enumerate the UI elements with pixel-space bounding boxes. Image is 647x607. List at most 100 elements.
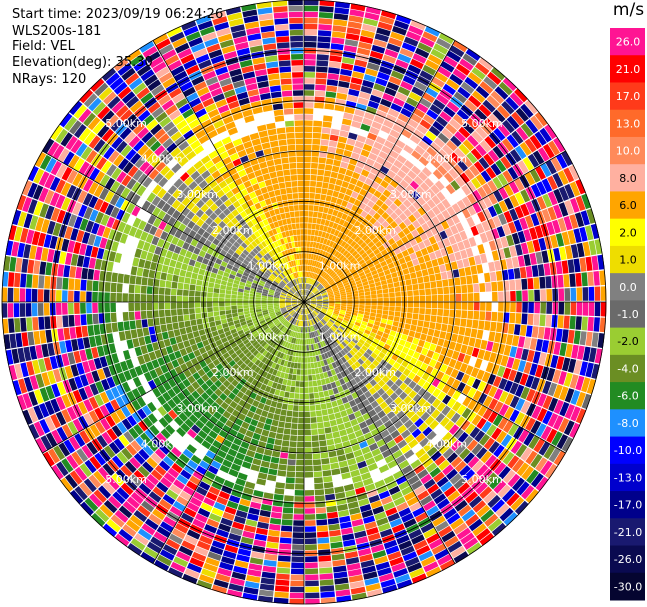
velocity-gate: [347, 263, 353, 270]
velocity-gate: [380, 336, 388, 343]
velocity-gate: [88, 181, 99, 195]
velocity-gate: [425, 302, 432, 309]
velocity-gate: [52, 222, 62, 237]
velocity-gate: [206, 518, 220, 528]
velocity-gate: [59, 341, 67, 354]
velocity-gate: [344, 284, 351, 289]
velocity-gate: [328, 363, 334, 370]
velocity-gate: [534, 225, 544, 239]
velocity-gate: [44, 189, 55, 205]
velocity-gate: [14, 363, 23, 379]
velocity-gate: [190, 319, 197, 326]
velocity-gate: [292, 297, 298, 300]
velocity-gate: [378, 340, 386, 348]
velocity-gate: [293, 294, 299, 298]
velocity-gate: [449, 45, 465, 58]
velocity-gate: [318, 434, 326, 441]
velocity-gate: [406, 284, 413, 291]
velocity-gate: [472, 319, 479, 329]
velocity-gate: [418, 354, 426, 362]
velocity-gate: [220, 348, 228, 355]
velocity-gate: [301, 345, 304, 351]
velocity-gate: [137, 385, 147, 396]
velocity-gate: [325, 259, 331, 266]
velocity-gate: [263, 449, 273, 456]
velocity-gate: [255, 297, 261, 300]
velocity-gate: [335, 589, 351, 597]
velocity-gate: [287, 293, 293, 297]
velocity-gate: [309, 305, 315, 310]
velocity-gate: [212, 302, 219, 307]
velocity-gate: [102, 226, 111, 239]
velocity-gate: [542, 380, 552, 395]
velocity-gate: [361, 362, 369, 370]
velocity-gate: [348, 266, 355, 272]
velocity-gate: [315, 404, 322, 411]
velocity-gate: [434, 439, 446, 450]
velocity-gate: [363, 352, 370, 359]
velocity-gate: [68, 303, 74, 315]
velocity-gate: [347, 568, 362, 577]
velocity-gate: [41, 343, 49, 358]
velocity-gate: [312, 211, 318, 218]
velocity-gate: [167, 388, 177, 399]
velocity-gate: [198, 329, 206, 336]
velocity-gate: [347, 334, 354, 341]
velocity-gate: [464, 76, 479, 90]
velocity-gate: [465, 48, 481, 61]
velocity-gate: [318, 555, 332, 562]
velocity-gate: [238, 352, 245, 359]
velocity-gate: [270, 425, 278, 433]
velocity-gate: [351, 120, 362, 129]
velocity-gate: [579, 257, 587, 272]
velocity-gate: [75, 326, 83, 338]
velocity-gate: [183, 289, 189, 296]
velocity-gate: [277, 338, 283, 345]
velocity-gate: [553, 188, 564, 204]
velocity-gate: [328, 67, 340, 75]
velocity-gate: [122, 312, 129, 321]
velocity-gate: [523, 254, 531, 266]
velocity-gate: [182, 398, 191, 408]
velocity-gate: [422, 426, 433, 437]
velocity-gate: [457, 86, 471, 99]
velocity-gate: [337, 282, 343, 287]
velocity-gate: [328, 183, 335, 191]
velocity-gate: [304, 265, 306, 271]
velocity-gate: [106, 428, 118, 441]
velocity-gate: [357, 358, 365, 365]
velocity-gate: [555, 261, 563, 275]
velocity-gate: [281, 403, 288, 410]
velocity-gate: [105, 389, 115, 401]
velocity-gate: [347, 501, 359, 509]
velocity-gate: [20, 362, 29, 378]
velocity-gate: [304, 17, 318, 24]
velocity-gate: [331, 314, 338, 319]
velocity-gate: [259, 435, 268, 443]
velocity-gate: [374, 511, 387, 521]
velocity-gate: [43, 357, 53, 371]
velocity-gate: [304, 5, 319, 12]
velocity-gate: [327, 408, 334, 415]
velocity-gate: [308, 314, 312, 320]
velocity-gate: [269, 287, 276, 291]
velocity-gate: [120, 482, 134, 496]
velocity-gate: [240, 441, 250, 449]
velocity-gate: [274, 408, 282, 415]
velocity-gate: [526, 388, 536, 402]
velocity-gate: [318, 157, 327, 164]
velocity-gate: [310, 279, 314, 285]
velocity-gate: [318, 313, 324, 318]
velocity-gate: [351, 191, 359, 199]
velocity-gate: [400, 164, 411, 174]
velocity-gate: [541, 250, 549, 263]
velocity-gate: [359, 91, 371, 100]
velocity-gate: [228, 359, 236, 367]
velocity-gate: [526, 469, 539, 484]
velocity-gate: [370, 544, 385, 553]
velocity-gate: [152, 294, 159, 302]
velocity-gate: [235, 382, 244, 391]
velocity-gate: [105, 354, 114, 366]
velocity-gate: [304, 144, 312, 151]
velocity-gate: [170, 295, 177, 302]
